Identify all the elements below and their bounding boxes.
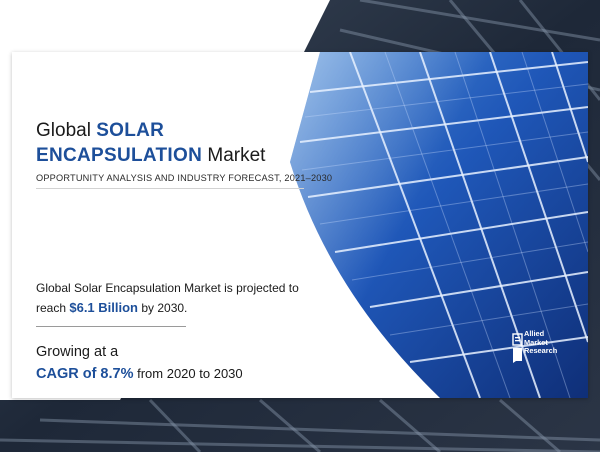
solar-panel-image	[290, 52, 588, 398]
stat-text: by 2030.	[138, 301, 188, 315]
page-title-line1: Global SOLAR	[36, 118, 164, 143]
stat-value: $6.1 Billion	[69, 300, 138, 315]
subtitle: OPPORTUNITY ANALYSIS AND INDUSTRY FORECA…	[36, 173, 333, 183]
stat-text: Global Solar Encapsulation Market is pro…	[36, 281, 299, 315]
title-highlight: ENCAPSULATION	[36, 145, 203, 166]
divider	[36, 326, 186, 327]
title-plain: Market	[202, 145, 266, 166]
logo-icon	[512, 333, 523, 363]
page-title-line2: ENCAPSULATION Market	[36, 143, 265, 168]
stat-text: from 2020 to 2030	[133, 366, 243, 381]
cagr-stat: CAGR of 8.7% from 2020 to 2030	[36, 366, 243, 382]
cagr-intro: Growing at a	[36, 344, 119, 360]
divider	[36, 188, 304, 189]
title-highlight: SOLAR	[96, 120, 165, 141]
market-size-stat: Global Solar Encapsulation Market is pro…	[36, 278, 306, 318]
logo-wordmark: Allied Market Research	[524, 329, 558, 356]
logo-line: Market	[524, 337, 548, 347]
stat-value: CAGR of 8.7%	[36, 366, 134, 382]
infographic-card: Global SOLAR ENCAPSULATION Market OPPORT…	[12, 52, 588, 398]
title-plain: Global	[36, 120, 97, 141]
logo-line: Research	[524, 346, 558, 356]
logo-line: Allied	[524, 329, 545, 338]
allied-market-research-logo: Allied Market Research	[512, 329, 576, 370]
